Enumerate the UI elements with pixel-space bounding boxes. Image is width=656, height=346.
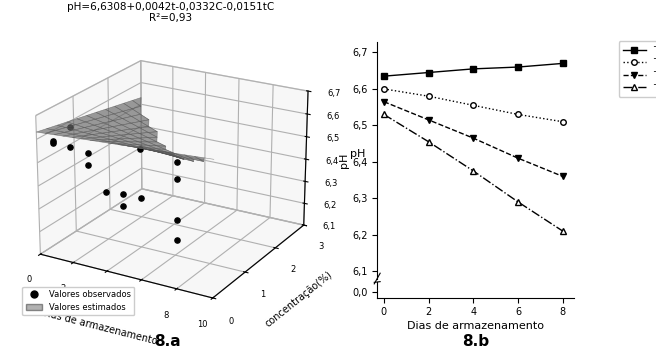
X-axis label: Dias de armazenamento: Dias de armazenamento	[407, 321, 544, 331]
Legend: Valores observados, Valores estimados: Valores observados, Valores estimados	[22, 286, 134, 316]
Text: 8.a: 8.a	[154, 334, 180, 346]
Y-axis label: concentração(%): concentração(%)	[263, 269, 334, 328]
Y-axis label: pH: pH	[339, 152, 349, 168]
Legend: TE, TR 1, TR 2, TR 3: TE, TR 1, TR 2, TR 3	[619, 41, 656, 97]
Text: 8.b: 8.b	[462, 334, 489, 346]
Title: pH=6,6308+0,0042t-0,0332C-0,0151tC
R²=0,93: pH=6,6308+0,0042t-0,0332C-0,0151tC R²=0,…	[67, 2, 274, 24]
X-axis label: Dias de armazenamento: Dias de armazenamento	[39, 307, 159, 346]
